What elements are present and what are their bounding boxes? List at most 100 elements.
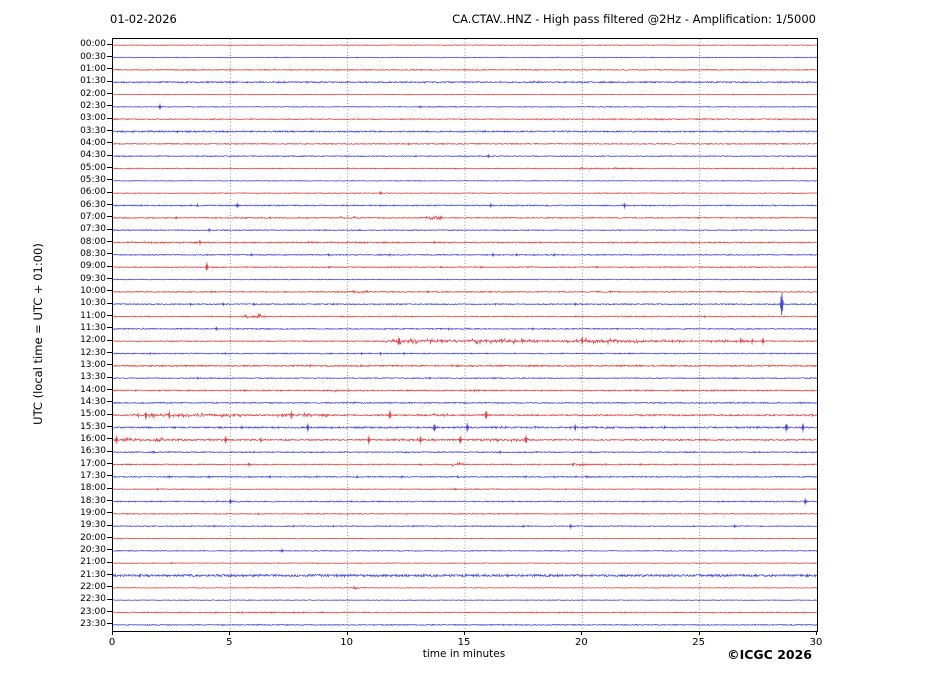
x-tick-mark xyxy=(698,631,700,635)
x-axis-label: time in minutes xyxy=(422,648,506,660)
y-tick-label: 13:30 xyxy=(80,372,106,383)
y-tick-mark xyxy=(107,179,112,181)
y-tick-mark xyxy=(107,450,112,452)
y-tick-label: 02:30 xyxy=(80,100,106,111)
seismogram-canvas xyxy=(113,39,817,631)
y-tick-mark xyxy=(107,487,112,489)
y-tick-mark xyxy=(107,352,112,353)
y-tick-label: 19:30 xyxy=(80,520,106,531)
y-tick-mark xyxy=(107,302,112,304)
x-tick-label: 30 xyxy=(809,637,823,648)
y-tick-label: 18:00 xyxy=(80,483,106,494)
y-tick-label: 07:00 xyxy=(80,211,106,222)
y-tick-label: 10:30 xyxy=(80,298,106,309)
y-tick-mark xyxy=(107,105,112,107)
y-tick-label: 22:00 xyxy=(80,581,106,592)
y-tick-label: 04:00 xyxy=(80,137,106,148)
y-tick-mark xyxy=(107,413,112,415)
y-tick-mark xyxy=(107,167,112,168)
y-tick-mark xyxy=(107,228,112,230)
y-tick-mark xyxy=(107,537,112,538)
y-tick-label: 14:30 xyxy=(80,396,106,407)
y-tick-label: 00:30 xyxy=(80,51,106,62)
y-tick-mark xyxy=(107,278,112,279)
y-tick-mark xyxy=(107,549,112,551)
x-tick-mark xyxy=(581,631,583,635)
y-tick-mark xyxy=(107,93,112,94)
y-tick-mark xyxy=(107,586,112,588)
y-tick-label: 22:30 xyxy=(80,594,106,605)
y-tick-label: 08:00 xyxy=(80,236,106,247)
y-tick-mark xyxy=(107,598,112,600)
y-tick-label: 21:00 xyxy=(80,557,106,568)
y-tick-label: 03:30 xyxy=(80,125,106,136)
y-tick-label: 10:00 xyxy=(80,285,106,296)
x-tick-mark xyxy=(112,631,113,635)
x-tick-label: 15 xyxy=(457,637,471,648)
y-tick-label: 05:00 xyxy=(80,162,106,173)
y-tick-label: 21:30 xyxy=(80,569,106,580)
y-tick-mark xyxy=(107,142,112,144)
y-tick-label: 03:00 xyxy=(80,113,106,124)
y-tick-mark xyxy=(107,376,112,378)
copyright-text: ©ICGC 2026 xyxy=(727,647,812,662)
station-title: CA.CTAV..HNZ - High pass filtered @2Hz -… xyxy=(452,12,816,26)
y-tick-label: 08:30 xyxy=(80,248,106,259)
y-axis-label: UTC (local time = UTC + 01:00) xyxy=(31,243,45,425)
y-tick-mark xyxy=(107,574,112,575)
x-tick-label: 25 xyxy=(692,637,706,648)
y-tick-mark xyxy=(107,463,112,464)
x-tick-label: 0 xyxy=(108,637,116,648)
y-tick-label: 18:30 xyxy=(80,495,106,506)
y-tick-mark xyxy=(107,191,112,193)
y-tick-mark xyxy=(107,290,112,292)
y-tick-mark xyxy=(107,204,112,205)
y-tick-label: 23:30 xyxy=(80,618,106,629)
y-tick-label: 09:00 xyxy=(80,261,106,272)
y-tick-mark xyxy=(107,241,112,242)
y-tick-label: 05:30 xyxy=(80,174,106,185)
y-tick-label: 23:00 xyxy=(80,606,106,617)
y-tick-mark xyxy=(107,512,112,514)
y-tick-label: 19:00 xyxy=(80,507,106,518)
y-tick-label: 02:00 xyxy=(80,88,106,99)
y-tick-label: 20:00 xyxy=(80,532,106,543)
y-tick-label: 12:00 xyxy=(80,335,106,346)
y-tick-mark xyxy=(107,43,112,45)
y-tick-label: 07:30 xyxy=(80,224,106,235)
y-tick-label: 06:30 xyxy=(80,199,106,210)
x-tick-mark xyxy=(346,631,348,635)
y-tick-label: 06:00 xyxy=(80,187,106,198)
y-tick-label: 00:00 xyxy=(80,39,106,50)
x-tick-mark xyxy=(816,631,817,635)
y-tick-label: 11:00 xyxy=(80,310,106,321)
y-tick-mark xyxy=(107,426,112,427)
y-tick-label: 12:30 xyxy=(80,347,106,358)
y-tick-mark xyxy=(107,154,112,156)
y-tick-label: 14:00 xyxy=(80,384,106,395)
y-tick-label: 09:30 xyxy=(80,273,106,284)
x-tick-label: 20 xyxy=(574,637,588,648)
y-tick-mark xyxy=(107,80,112,82)
y-tick-mark xyxy=(107,339,112,341)
y-tick-mark xyxy=(107,475,112,477)
x-tick-mark xyxy=(229,631,231,635)
x-tick-label: 10 xyxy=(340,637,354,648)
y-tick-mark xyxy=(107,56,112,57)
y-tick-mark xyxy=(107,524,112,526)
y-tick-mark xyxy=(107,401,112,403)
y-tick-mark xyxy=(107,623,112,625)
plot-area xyxy=(112,38,818,632)
y-tick-mark xyxy=(107,364,112,366)
y-tick-mark xyxy=(107,611,112,612)
y-tick-label: 16:00 xyxy=(80,433,106,444)
y-tick-mark xyxy=(107,315,112,316)
y-tick-label: 04:30 xyxy=(80,150,106,161)
x-tick-label: 5 xyxy=(226,637,233,648)
y-tick-mark xyxy=(107,327,112,329)
y-tick-label: 15:30 xyxy=(80,421,106,432)
y-tick-mark xyxy=(107,389,112,390)
y-tick-mark xyxy=(107,216,112,218)
y-tick-label: 17:30 xyxy=(80,470,106,481)
